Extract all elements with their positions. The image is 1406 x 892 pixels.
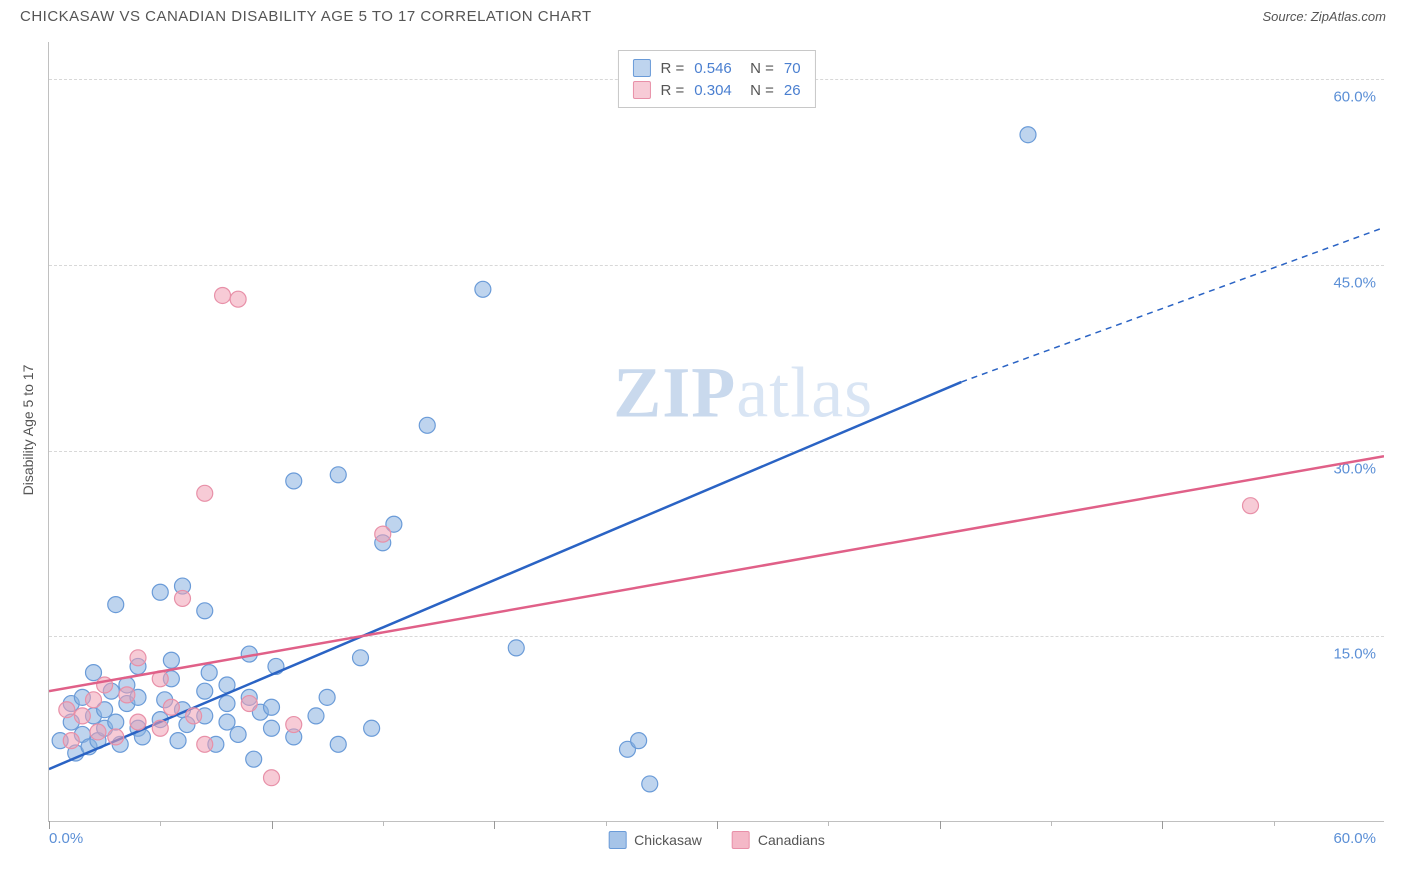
- scatter-point: [264, 699, 280, 715]
- scatter-point: [241, 696, 257, 712]
- legend-swatch-icon: [608, 831, 626, 849]
- legend-r-chickasaw: 0.546: [694, 60, 732, 77]
- legend-n-canadians: 26: [784, 82, 801, 99]
- scatter-point: [130, 714, 146, 730]
- scatter-point: [286, 473, 302, 489]
- scatter-point: [197, 736, 213, 752]
- scatter-point: [86, 665, 102, 681]
- scatter-point: [642, 776, 658, 792]
- legend-item-chickasaw: Chickasaw: [608, 831, 702, 849]
- scatter-point: [330, 736, 346, 752]
- scatter-point: [201, 665, 217, 681]
- scatter-point: [246, 751, 262, 767]
- source-name: ZipAtlas.com: [1311, 9, 1386, 24]
- scatter-point: [230, 726, 246, 742]
- scatter-point: [308, 708, 324, 724]
- scatter-point: [330, 467, 346, 483]
- legend-row-canadians: R = 0.304 N = 26: [632, 79, 800, 101]
- scatter-point: [163, 699, 179, 715]
- scatter-point: [631, 733, 647, 749]
- legend-swatch-canadians: [632, 81, 650, 99]
- chart-title: CHICKASAW VS CANADIAN DISABILITY AGE 5 T…: [20, 8, 592, 25]
- scatter-point: [230, 291, 246, 307]
- scatter-point: [74, 708, 90, 724]
- legend-n-chickasaw: 70: [784, 60, 801, 77]
- scatter-svg: [49, 42, 1384, 821]
- scatter-point: [219, 696, 235, 712]
- trend-line-dashed: [961, 227, 1384, 382]
- scatter-point: [63, 733, 79, 749]
- chart-header: CHICKASAW VS CANADIAN DISABILITY AGE 5 T…: [0, 0, 1406, 29]
- scatter-point: [419, 417, 435, 433]
- scatter-point: [86, 692, 102, 708]
- chart-plot-area: 15.0%30.0%45.0%60.0% ZIPatlas R = 0.546 …: [48, 42, 1384, 822]
- scatter-point: [59, 702, 75, 718]
- scatter-point: [152, 584, 168, 600]
- legend-label: Canadians: [758, 832, 825, 848]
- scatter-point: [319, 689, 335, 705]
- x-axis-start-label: 0.0%: [49, 830, 83, 847]
- scatter-point: [353, 650, 369, 666]
- scatter-point: [186, 708, 202, 724]
- scatter-point: [108, 729, 124, 745]
- legend-item-canadians: Canadians: [732, 831, 825, 849]
- y-axis-title: Disability Age 5 to 17: [20, 365, 36, 496]
- legend-row-chickasaw: R = 0.546 N = 70: [632, 57, 800, 79]
- legend-swatch-icon: [732, 831, 750, 849]
- legend-label: Chickasaw: [634, 832, 702, 848]
- scatter-point: [375, 526, 391, 542]
- scatter-point: [130, 650, 146, 666]
- trend-line: [49, 382, 961, 769]
- legend-swatch-chickasaw: [632, 59, 650, 77]
- scatter-point: [108, 714, 124, 730]
- trend-line: [49, 456, 1384, 691]
- scatter-point: [119, 687, 135, 703]
- scatter-point: [1020, 127, 1036, 143]
- scatter-point: [508, 640, 524, 656]
- legend-n-label: N =: [742, 82, 774, 99]
- scatter-point: [219, 714, 235, 730]
- scatter-point: [170, 733, 186, 749]
- legend-r-label: R =: [660, 60, 684, 77]
- scatter-point: [264, 770, 280, 786]
- legend-n-label: N =: [742, 60, 774, 77]
- legend-r-canadians: 0.304: [694, 82, 732, 99]
- x-axis-end-label: 60.0%: [1333, 830, 1376, 847]
- scatter-point: [90, 724, 106, 740]
- scatter-point: [163, 652, 179, 668]
- scatter-point: [197, 485, 213, 501]
- scatter-point: [152, 720, 168, 736]
- scatter-point: [364, 720, 380, 736]
- legend-r-label: R =: [660, 82, 684, 99]
- source-attribution: Source: ZipAtlas.com: [1262, 9, 1386, 24]
- correlation-legend: R = 0.546 N = 70 R = 0.304 N = 26: [617, 50, 815, 108]
- source-prefix: Source:: [1262, 9, 1310, 24]
- scatter-point: [475, 281, 491, 297]
- scatter-point: [108, 597, 124, 613]
- scatter-point: [264, 720, 280, 736]
- scatter-point: [175, 590, 191, 606]
- scatter-point: [1243, 498, 1259, 514]
- scatter-point: [215, 287, 231, 303]
- scatter-point: [197, 603, 213, 619]
- series-legend: Chickasaw Canadians: [608, 831, 825, 849]
- scatter-point: [286, 717, 302, 733]
- scatter-point: [197, 683, 213, 699]
